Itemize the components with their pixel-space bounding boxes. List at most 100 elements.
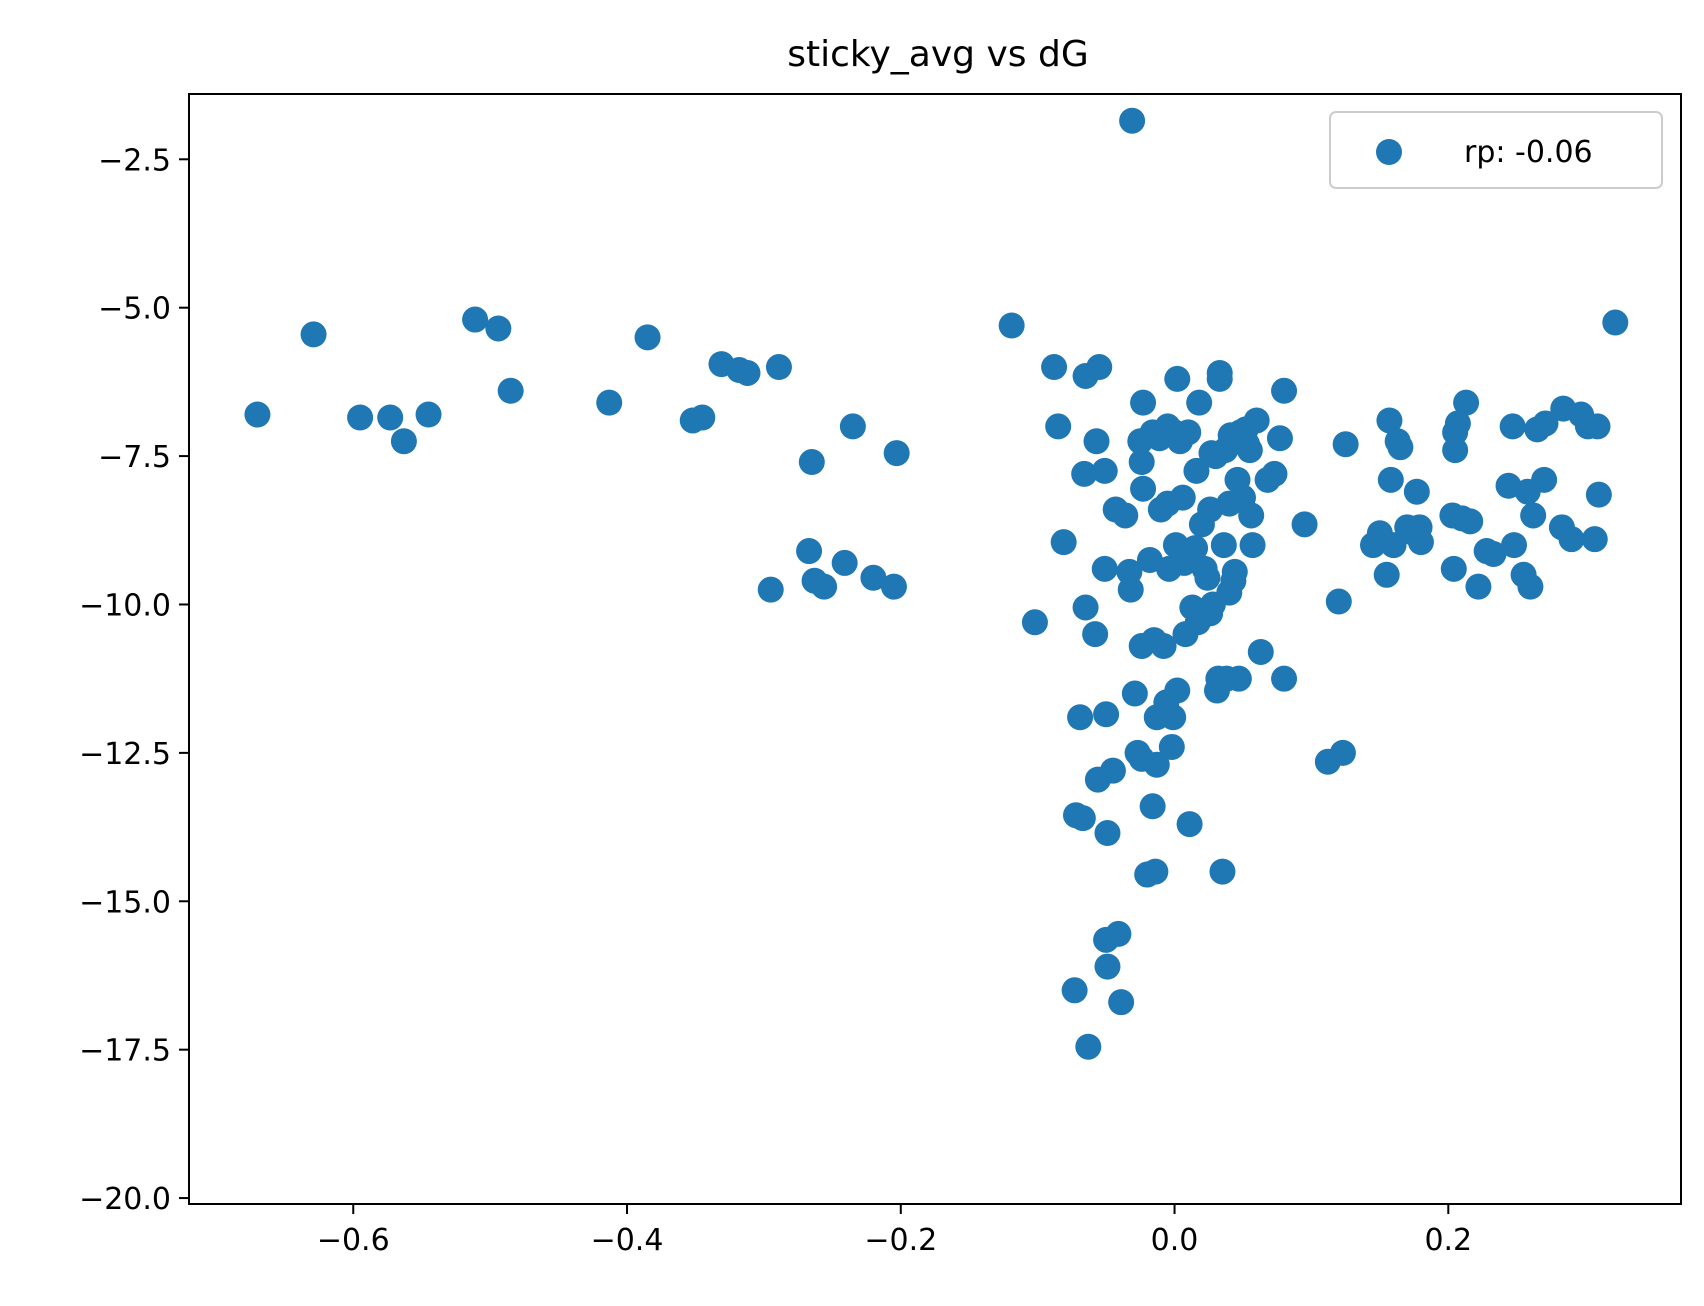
scatter-point xyxy=(1094,953,1121,980)
scatter-point xyxy=(880,573,907,600)
scatter-point xyxy=(796,538,823,565)
scatter-point xyxy=(1158,733,1185,760)
scatter-point xyxy=(1221,558,1248,585)
scatter-point xyxy=(1150,633,1177,660)
scatter-point xyxy=(1186,389,1213,416)
scatter-point xyxy=(1117,576,1144,603)
scatter-point xyxy=(1142,858,1169,885)
x-tick-label: 0.0 xyxy=(1151,1223,1199,1258)
scatter-points xyxy=(244,107,1629,1060)
scatter-point xyxy=(1440,555,1467,582)
scatter-point xyxy=(1444,410,1471,437)
scatter-point xyxy=(1501,532,1528,559)
scatter-point xyxy=(1558,526,1585,553)
x-tick-label: −0.2 xyxy=(864,1223,937,1258)
scatter-point xyxy=(1261,460,1288,487)
scatter-point xyxy=(1585,481,1612,508)
legend-marker xyxy=(1376,139,1402,165)
scatter-point xyxy=(1376,407,1403,434)
scatter-point xyxy=(1130,389,1157,416)
scatter-point xyxy=(1176,811,1203,838)
plot-frame xyxy=(188,93,1682,1205)
scatter-point xyxy=(998,312,1025,339)
scatter-point xyxy=(1332,431,1359,458)
scatter-point xyxy=(1183,457,1210,484)
scatter-point xyxy=(1271,377,1298,404)
scatter-point xyxy=(1139,793,1166,820)
scatter-point xyxy=(1243,407,1270,434)
scatter-point xyxy=(1584,413,1611,440)
scatter-point xyxy=(1086,354,1113,381)
scatter-point xyxy=(734,359,761,386)
y-tick-label: −5.0 xyxy=(98,292,171,327)
scatter-point xyxy=(1119,107,1146,134)
scatter-point xyxy=(1164,365,1191,392)
y-tick-label: −12.5 xyxy=(79,737,171,772)
scatter-point xyxy=(244,401,271,428)
chart-title: sticky_avg vs dG xyxy=(787,34,1088,75)
scatter-point xyxy=(415,401,442,428)
scatter-point xyxy=(485,315,512,342)
scatter-point xyxy=(1239,532,1266,559)
scatter-point xyxy=(1403,478,1430,505)
scatter-point xyxy=(883,440,910,467)
scatter-point xyxy=(811,573,838,600)
scatter-point xyxy=(1266,425,1293,452)
scatter-point xyxy=(1130,475,1157,502)
legend: rp: -0.06 xyxy=(1329,111,1663,189)
scatter-point xyxy=(765,354,792,381)
scatter-point xyxy=(1128,449,1155,476)
y-tick-label: −7.5 xyxy=(98,440,171,475)
scatter-point xyxy=(689,404,716,431)
y-tick-label: −17.5 xyxy=(79,1034,171,1069)
scatter-point xyxy=(1072,594,1099,621)
scatter-point xyxy=(1061,977,1088,1004)
scatter-point xyxy=(1160,704,1187,731)
scatter-point xyxy=(831,549,858,576)
scatter-point xyxy=(1271,665,1298,692)
scatter-point xyxy=(634,324,661,351)
scatter-point xyxy=(1091,555,1118,582)
scatter-point xyxy=(1091,457,1118,484)
scatter-point xyxy=(1069,805,1096,832)
scatter-point xyxy=(1083,428,1110,455)
scatter-point xyxy=(1602,309,1629,336)
scatter-point xyxy=(1094,820,1121,847)
scatter-point xyxy=(1465,573,1492,600)
scatter-point xyxy=(1329,739,1356,766)
scatter-point xyxy=(1520,502,1547,529)
scatter-point xyxy=(1067,704,1094,731)
scatter-point xyxy=(1380,532,1407,559)
scatter-point xyxy=(1517,573,1544,600)
scatter-point xyxy=(1532,410,1559,437)
scatter-point xyxy=(1377,466,1404,493)
y-axis: −2.5 −5.0 −7.5 −10.0 −12.5 −15.0 −17.5 −20.0 xyxy=(79,143,189,1217)
scatter-point xyxy=(798,449,825,476)
scatter-point xyxy=(300,321,327,348)
scatter-point xyxy=(347,404,374,431)
scatter-point xyxy=(1206,365,1233,392)
scatter-point xyxy=(1041,354,1068,381)
scatter-point xyxy=(390,428,417,455)
scatter-point xyxy=(1182,535,1209,562)
scatter-point xyxy=(1075,1033,1102,1060)
scatter-point xyxy=(1247,638,1274,665)
scatter-point xyxy=(1169,484,1196,511)
scatter-point xyxy=(1373,561,1400,588)
scatter-point xyxy=(1457,508,1484,535)
scatter-point xyxy=(1225,665,1252,692)
scatter-point xyxy=(860,564,887,591)
scatter-point xyxy=(596,389,623,416)
scatter-point xyxy=(1194,564,1221,591)
scatter-point xyxy=(1531,466,1558,493)
scatter-point xyxy=(1480,541,1507,568)
scatter-point xyxy=(1082,621,1109,648)
y-tick-label: −2.5 xyxy=(98,143,171,178)
scatter-point xyxy=(1050,529,1077,556)
scatter-point xyxy=(1325,588,1352,615)
scatter-point xyxy=(377,404,404,431)
scatter-point xyxy=(1387,434,1414,461)
scatter-point xyxy=(1112,502,1139,529)
scatter-point xyxy=(1121,680,1148,707)
